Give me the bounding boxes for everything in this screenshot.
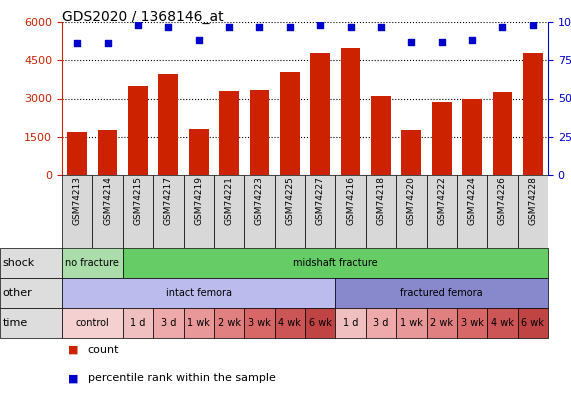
Bar — [371, 96, 391, 175]
Point — [255, 23, 264, 30]
Bar — [219, 91, 239, 175]
Text: GSM74228: GSM74228 — [528, 177, 537, 225]
Bar — [310, 53, 330, 175]
Text: GSM74223: GSM74223 — [255, 177, 264, 225]
FancyBboxPatch shape — [305, 175, 335, 248]
Point — [164, 23, 173, 30]
Point — [346, 23, 355, 30]
Text: GSM74213: GSM74213 — [73, 177, 82, 226]
Text: GSM74227: GSM74227 — [316, 177, 325, 225]
Text: 3 wk: 3 wk — [461, 318, 484, 328]
Text: GSM74215: GSM74215 — [134, 177, 142, 226]
Text: GSM74214: GSM74214 — [103, 177, 112, 225]
Text: 3 wk: 3 wk — [248, 318, 271, 328]
FancyBboxPatch shape — [244, 175, 275, 248]
Point — [468, 37, 477, 44]
Text: other: other — [3, 288, 33, 298]
Text: GSM74224: GSM74224 — [468, 177, 477, 225]
Text: shock: shock — [3, 258, 35, 268]
Text: 3 d: 3 d — [160, 318, 176, 328]
FancyBboxPatch shape — [396, 175, 427, 248]
Bar — [67, 132, 87, 175]
Text: 3 d: 3 d — [373, 318, 389, 328]
FancyBboxPatch shape — [487, 175, 518, 248]
Bar — [493, 92, 512, 175]
Text: GSM74216: GSM74216 — [346, 177, 355, 226]
Text: ■: ■ — [68, 345, 78, 355]
Bar — [128, 86, 148, 175]
Point — [103, 40, 112, 47]
Text: 1 wk: 1 wk — [187, 318, 210, 328]
Text: GSM74225: GSM74225 — [286, 177, 294, 225]
Point — [498, 23, 507, 30]
Text: count: count — [88, 345, 119, 355]
Bar — [158, 74, 178, 175]
FancyBboxPatch shape — [427, 175, 457, 248]
FancyBboxPatch shape — [366, 175, 396, 248]
FancyBboxPatch shape — [214, 175, 244, 248]
FancyBboxPatch shape — [183, 175, 214, 248]
Text: no fracture: no fracture — [66, 258, 119, 268]
Point — [407, 38, 416, 45]
Text: intact femora: intact femora — [166, 288, 232, 298]
Bar — [462, 99, 482, 175]
FancyBboxPatch shape — [123, 175, 153, 248]
Bar — [523, 53, 542, 175]
Text: 4 wk: 4 wk — [279, 318, 301, 328]
Bar — [98, 130, 118, 175]
Point — [224, 23, 234, 30]
Text: fractured femora: fractured femora — [400, 288, 483, 298]
Text: 6 wk: 6 wk — [521, 318, 544, 328]
Point — [194, 37, 203, 44]
Point — [528, 22, 537, 28]
Point — [73, 40, 82, 47]
Bar — [341, 47, 360, 175]
Point — [376, 23, 385, 30]
Text: 1 d: 1 d — [130, 318, 146, 328]
Bar — [401, 130, 421, 175]
Text: time: time — [3, 318, 28, 328]
Text: percentile rank within the sample: percentile rank within the sample — [88, 373, 276, 384]
Text: GSM74221: GSM74221 — [224, 177, 234, 225]
Text: 1 wk: 1 wk — [400, 318, 423, 328]
Text: GSM74218: GSM74218 — [376, 177, 385, 226]
FancyBboxPatch shape — [275, 175, 305, 248]
FancyBboxPatch shape — [62, 175, 93, 248]
Text: GSM74222: GSM74222 — [437, 177, 446, 225]
Point — [316, 22, 325, 28]
FancyBboxPatch shape — [335, 175, 366, 248]
Text: GSM74219: GSM74219 — [194, 177, 203, 226]
FancyBboxPatch shape — [457, 175, 487, 248]
Text: 4 wk: 4 wk — [491, 318, 514, 328]
Point — [134, 22, 143, 28]
FancyBboxPatch shape — [518, 175, 548, 248]
Text: 6 wk: 6 wk — [309, 318, 332, 328]
Bar — [280, 72, 300, 175]
Text: 2 wk: 2 wk — [218, 318, 240, 328]
Text: GSM74217: GSM74217 — [164, 177, 173, 226]
Text: GSM74220: GSM74220 — [407, 177, 416, 225]
Text: GDS2020 / 1368146_at: GDS2020 / 1368146_at — [62, 10, 224, 24]
FancyBboxPatch shape — [153, 175, 183, 248]
Bar — [250, 90, 270, 175]
FancyBboxPatch shape — [93, 175, 123, 248]
Text: 1 d: 1 d — [343, 318, 358, 328]
Text: control: control — [75, 318, 109, 328]
Bar — [189, 129, 208, 175]
Text: ■: ■ — [68, 373, 78, 384]
Text: GSM74226: GSM74226 — [498, 177, 507, 225]
Text: midshaft fracture: midshaft fracture — [293, 258, 377, 268]
Point — [437, 38, 447, 45]
Bar — [432, 102, 452, 175]
Point — [286, 23, 295, 30]
Text: 2 wk: 2 wk — [430, 318, 453, 328]
